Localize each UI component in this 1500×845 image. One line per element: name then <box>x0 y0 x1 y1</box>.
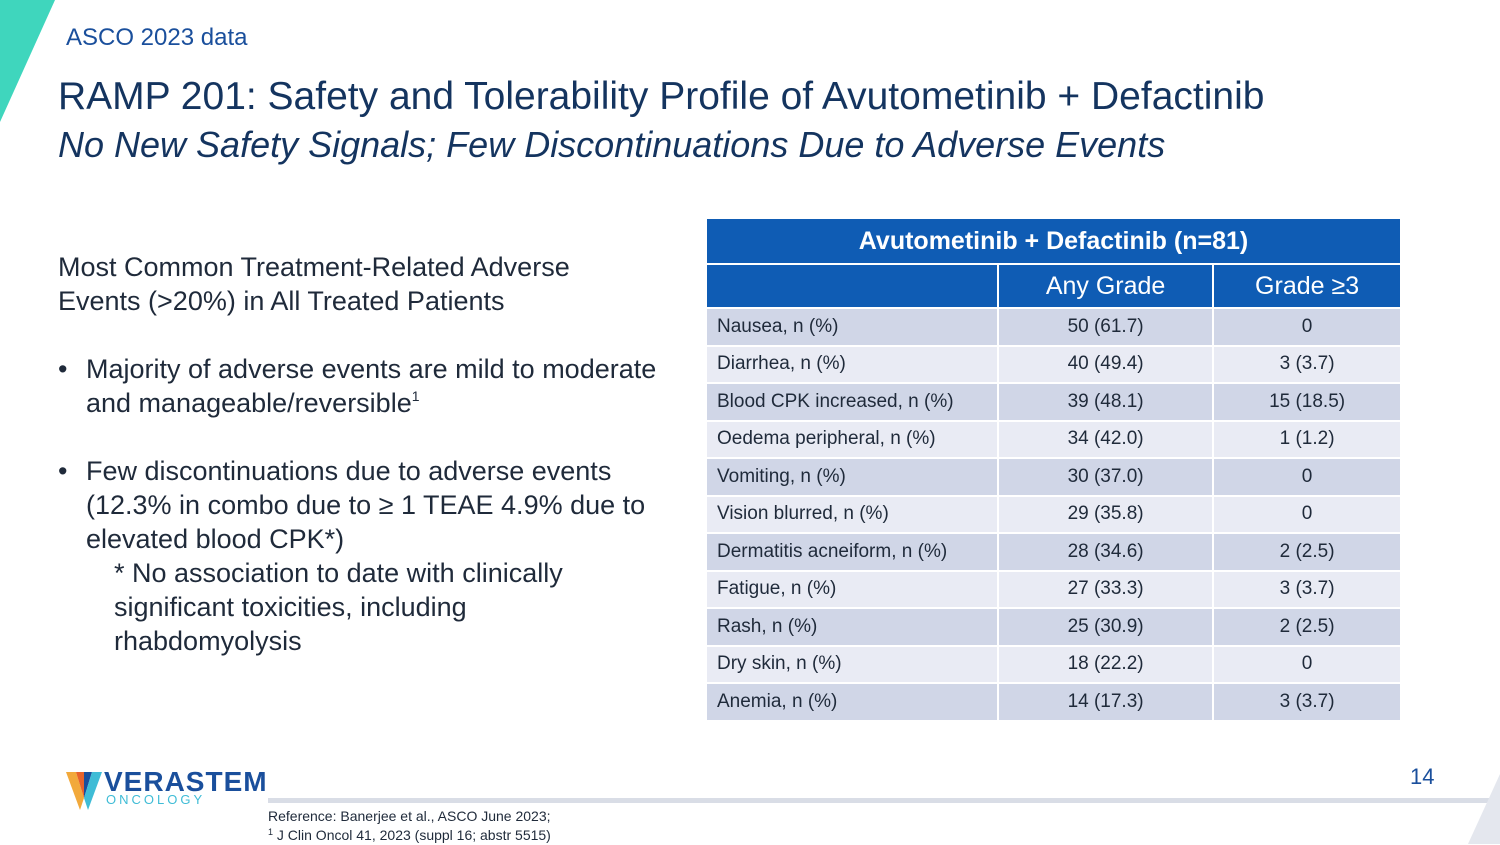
grade-3-value: 0 <box>1212 494 1402 534</box>
bullet-1-footnote: 1 <box>411 388 420 404</box>
table-header-grade-3: Grade ≥3 <box>1212 263 1402 309</box>
logo-subtext: ONCOLOGY <box>106 792 206 807</box>
table-row: Rash, n (%) 25 (30.9) 2 (2.5) <box>705 607 1402 647</box>
corner-accent-gray <box>1468 774 1500 844</box>
adverse-events-table: Avutometinib + Defactinib (n=81) Any Gra… <box>705 217 1402 722</box>
grade-3-value: 3 (3.7) <box>1212 344 1402 384</box>
grade-3-value: 2 (2.5) <box>1212 607 1402 647</box>
grade-3-value: 3 (3.7) <box>1212 569 1402 609</box>
reference-2-text: J Clin Oncol 41, 2023 (suppl 16; abstr 5… <box>276 827 551 843</box>
grade-3-value: 15 (18.5) <box>1212 382 1402 422</box>
table-row: Nausea, n (%) 50 (61.7) 0 <box>705 307 1402 347</box>
table-row: Oedema peripheral, n (%) 34 (42.0) 1 (1.2) <box>705 419 1402 459</box>
row-label: Rash, n (%) <box>705 607 999 647</box>
summary-intro: Most Common Treatment-Related Adverse Ev… <box>58 252 570 316</box>
bullet-item: Majority of adverse events are mild to m… <box>58 352 658 420</box>
table-row: Dry skin, n (%) 18 (22.2) 0 <box>705 644 1402 684</box>
table-header-blank <box>705 263 999 309</box>
any-grade-value: 27 (33.3) <box>996 569 1215 609</box>
row-label: Anemia, n (%) <box>705 682 999 722</box>
any-grade-value: 50 (61.7) <box>996 307 1215 347</box>
grade-3-value: 0 <box>1212 457 1402 497</box>
row-label: Dry skin, n (%) <box>705 644 999 684</box>
page-number: 14 <box>1410 764 1435 789</box>
any-grade-value: 28 (34.6) <box>996 532 1215 572</box>
table-row: Vision blurred, n (%) 29 (35.8) 0 <box>705 494 1402 534</box>
row-label: Oedema peripheral, n (%) <box>705 419 999 459</box>
any-grade-value: 34 (42.0) <box>996 419 1215 459</box>
slide-tag: ASCO 2023 data <box>66 24 248 51</box>
grade-3-value: 2 (2.5) <box>1212 532 1402 572</box>
footer-divider <box>268 798 1500 803</box>
table-header-any-grade: Any Grade <box>996 263 1215 309</box>
table-body: Nausea, n (%) 50 (61.7) 0 Diarrhea, n (%) 40… <box>705 307 1402 722</box>
table-row: Diarrhea, n (%) 40 (49.4) 3 (3.7) <box>705 344 1402 384</box>
table-row: Fatigue, n (%) 27 (33.3) 3 (3.7) <box>705 569 1402 609</box>
bullet-1-text: Majority of adverse events are mild to m… <box>86 354 657 418</box>
table-row: Vomiting, n (%) 30 (37.0) 0 <box>705 457 1402 497</box>
grade-3-value: 1 (1.2) <box>1212 419 1402 459</box>
slide-title: RAMP 201: Safety and Tolerability Profil… <box>58 75 1265 118</box>
verastem-logo: VERASTEM ONCOLOGY <box>66 766 268 812</box>
row-label: Vision blurred, n (%) <box>705 494 999 534</box>
row-label: Nausea, n (%) <box>705 307 999 347</box>
bullet-2-note: * No association to date with clinically… <box>114 558 563 656</box>
reference-2-footnote: 1 <box>268 827 274 837</box>
row-label: Dermatitis acneiform, n (%) <box>705 532 999 572</box>
slide-subtitle: No New Safety Signals; Few Discontinuati… <box>58 124 1166 165</box>
grade-3-value: 0 <box>1212 644 1402 684</box>
table-row: Dermatitis acneiform, n (%) 28 (34.6) 2 (2… <box>705 532 1402 572</box>
row-label: Diarrhea, n (%) <box>705 344 999 384</box>
summary-text: Most Common Treatment-Related Adverse Ev… <box>58 250 658 692</box>
logo-v-icon <box>66 772 102 810</box>
any-grade-value: 18 (22.2) <box>996 644 1215 684</box>
any-grade-value: 29 (35.8) <box>996 494 1215 534</box>
row-label: Fatigue, n (%) <box>705 569 999 609</box>
any-grade-value: 25 (30.9) <box>996 607 1215 647</box>
bullet-item: Few discontinuations due to adverse even… <box>58 454 658 658</box>
logo-wordmark: VERASTEM <box>104 766 268 797</box>
any-grade-value: 40 (49.4) <box>996 344 1215 384</box>
table-row: Blood CPK increased, n (%) 39 (48.1) 15 (1… <box>705 382 1402 422</box>
bullet-2-text: Few discontinuations due to adverse even… <box>86 456 646 554</box>
reference-1: Reference: Banerjee et al., ASCO June 20… <box>268 808 551 824</box>
table-title: Avutometinib + Defactinib (n=81) <box>705 217 1402 265</box>
grade-3-value: 0 <box>1212 307 1402 347</box>
any-grade-value: 30 (37.0) <box>996 457 1215 497</box>
any-grade-value: 39 (48.1) <box>996 382 1215 422</box>
corner-accent-teal <box>0 0 55 122</box>
row-label: Vomiting, n (%) <box>705 457 999 497</box>
row-label: Blood CPK increased, n (%) <box>705 382 999 422</box>
grade-3-value: 3 (3.7) <box>1212 682 1402 722</box>
any-grade-value: 14 (17.3) <box>996 682 1215 722</box>
table-row: Anemia, n (%) 14 (17.3) 3 (3.7) <box>705 682 1402 722</box>
reference-2: 1 J Clin Oncol 41, 2023 (suppl 16; abstr… <box>268 826 551 845</box>
summary-bullets: Majority of adverse events are mild to m… <box>58 352 658 658</box>
references: Reference: Banerjee et al., ASCO June 20… <box>268 807 551 845</box>
